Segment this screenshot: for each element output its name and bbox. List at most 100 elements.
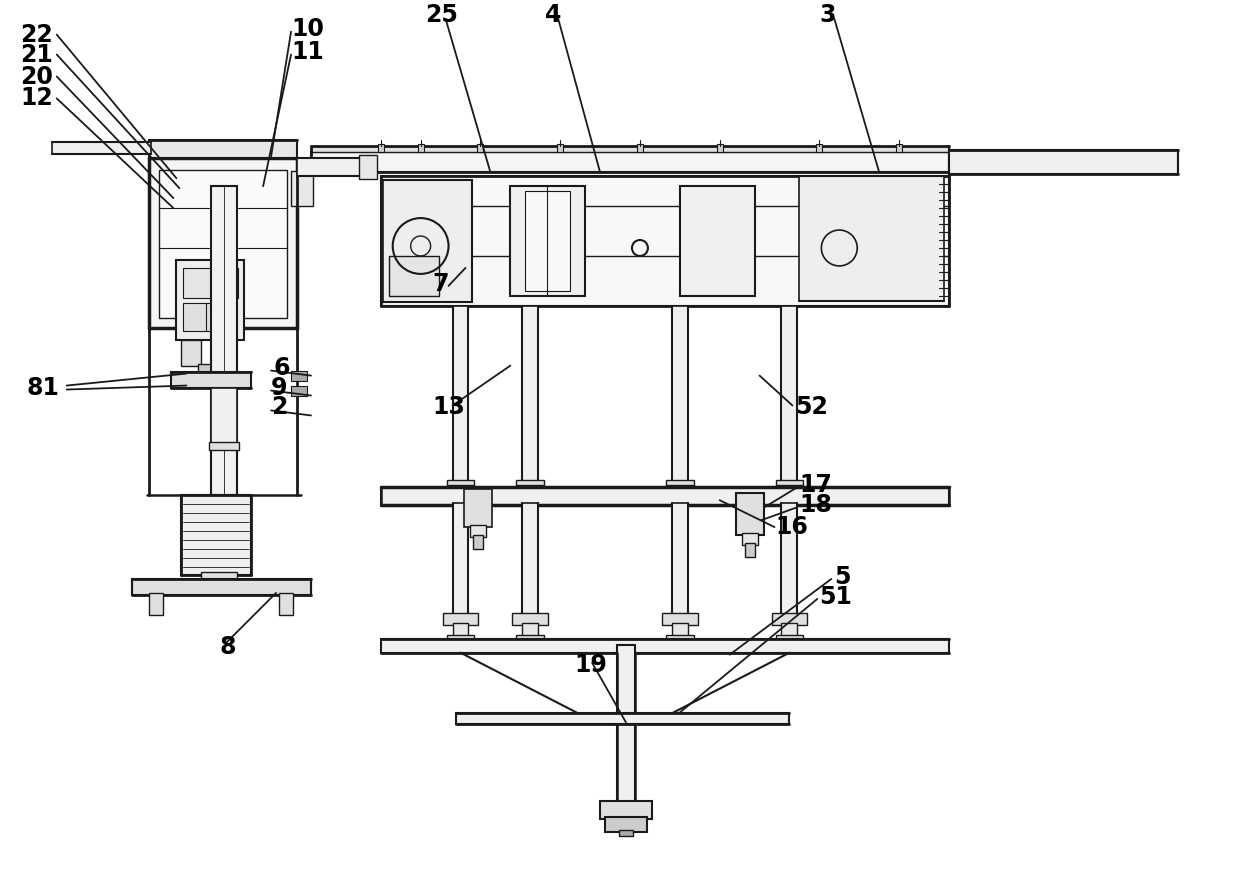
Bar — [311, 152, 949, 172]
Bar — [184, 302, 213, 330]
Bar — [672, 306, 688, 485]
Bar — [771, 613, 807, 625]
Bar — [181, 496, 252, 575]
Bar — [618, 645, 635, 804]
Text: 20: 20 — [20, 65, 53, 88]
Bar — [160, 170, 286, 318]
Text: 3: 3 — [820, 3, 836, 27]
Bar — [383, 180, 472, 302]
Bar — [516, 480, 544, 489]
Text: 17: 17 — [800, 473, 832, 497]
Bar — [605, 817, 647, 832]
Bar — [619, 830, 632, 836]
Bar — [477, 144, 484, 152]
Bar — [176, 260, 244, 340]
Bar — [150, 593, 164, 614]
Bar — [171, 371, 252, 387]
Bar — [311, 146, 949, 152]
Bar — [781, 623, 797, 637]
Bar — [775, 635, 804, 649]
Bar — [279, 593, 293, 614]
Text: 8: 8 — [219, 635, 236, 659]
Bar — [150, 141, 298, 158]
Bar — [198, 364, 222, 373]
Bar — [742, 533, 758, 545]
Bar — [443, 613, 479, 625]
Text: 9: 9 — [272, 376, 288, 399]
Text: 52: 52 — [795, 395, 828, 420]
Bar — [291, 385, 308, 396]
Bar — [511, 186, 585, 295]
Bar — [201, 572, 237, 582]
Bar — [211, 580, 227, 592]
Bar — [184, 268, 238, 298]
Bar — [378, 144, 383, 152]
Bar — [775, 485, 804, 496]
Bar — [446, 635, 475, 649]
Bar — [150, 158, 298, 328]
Bar — [512, 613, 548, 625]
Bar — [211, 340, 231, 365]
Bar — [949, 150, 1178, 174]
Bar — [600, 801, 652, 819]
Bar — [446, 480, 475, 489]
Text: 6: 6 — [273, 356, 290, 379]
Bar — [211, 186, 237, 496]
Bar — [453, 623, 469, 637]
Text: 13: 13 — [433, 395, 465, 420]
Text: 7: 7 — [433, 272, 449, 296]
Bar — [735, 493, 764, 535]
Bar — [744, 543, 755, 557]
Bar — [358, 156, 377, 179]
Bar — [381, 639, 949, 653]
Bar — [637, 144, 642, 152]
Text: 4: 4 — [546, 3, 562, 27]
Bar — [210, 442, 239, 450]
Bar — [666, 635, 693, 649]
Bar — [388, 256, 439, 295]
Bar — [526, 191, 570, 291]
Bar — [181, 340, 201, 365]
Bar — [781, 306, 797, 485]
Bar — [672, 503, 688, 614]
Bar — [662, 613, 698, 625]
Bar — [418, 144, 424, 152]
Bar — [516, 485, 544, 496]
Bar — [453, 306, 469, 485]
Text: 10: 10 — [291, 17, 324, 41]
Bar — [453, 503, 469, 614]
Bar — [298, 158, 362, 177]
Text: 16: 16 — [775, 515, 808, 539]
Bar — [557, 144, 563, 152]
Bar — [666, 485, 693, 496]
Bar — [291, 371, 308, 380]
Bar — [666, 480, 693, 489]
Bar — [775, 480, 804, 489]
Bar — [291, 171, 312, 206]
Bar — [206, 302, 236, 330]
Text: 11: 11 — [291, 39, 324, 64]
Bar — [781, 503, 797, 614]
Bar — [381, 177, 949, 306]
Bar — [516, 635, 544, 649]
Text: 21: 21 — [20, 43, 52, 66]
Bar — [800, 177, 944, 301]
Bar — [680, 186, 755, 295]
Text: 25: 25 — [425, 3, 459, 27]
Bar — [381, 487, 949, 505]
Bar — [470, 525, 486, 537]
Bar — [474, 535, 484, 549]
Bar — [717, 144, 723, 152]
Bar — [522, 306, 538, 485]
Bar — [446, 485, 475, 496]
Bar — [211, 387, 237, 446]
Text: 19: 19 — [574, 653, 608, 676]
Text: 18: 18 — [800, 493, 832, 517]
Text: 12: 12 — [20, 87, 52, 110]
Bar — [672, 623, 688, 637]
Text: 81: 81 — [27, 376, 60, 399]
Bar — [52, 142, 151, 155]
Bar — [522, 623, 538, 637]
Bar — [465, 489, 492, 527]
Bar — [522, 503, 538, 614]
